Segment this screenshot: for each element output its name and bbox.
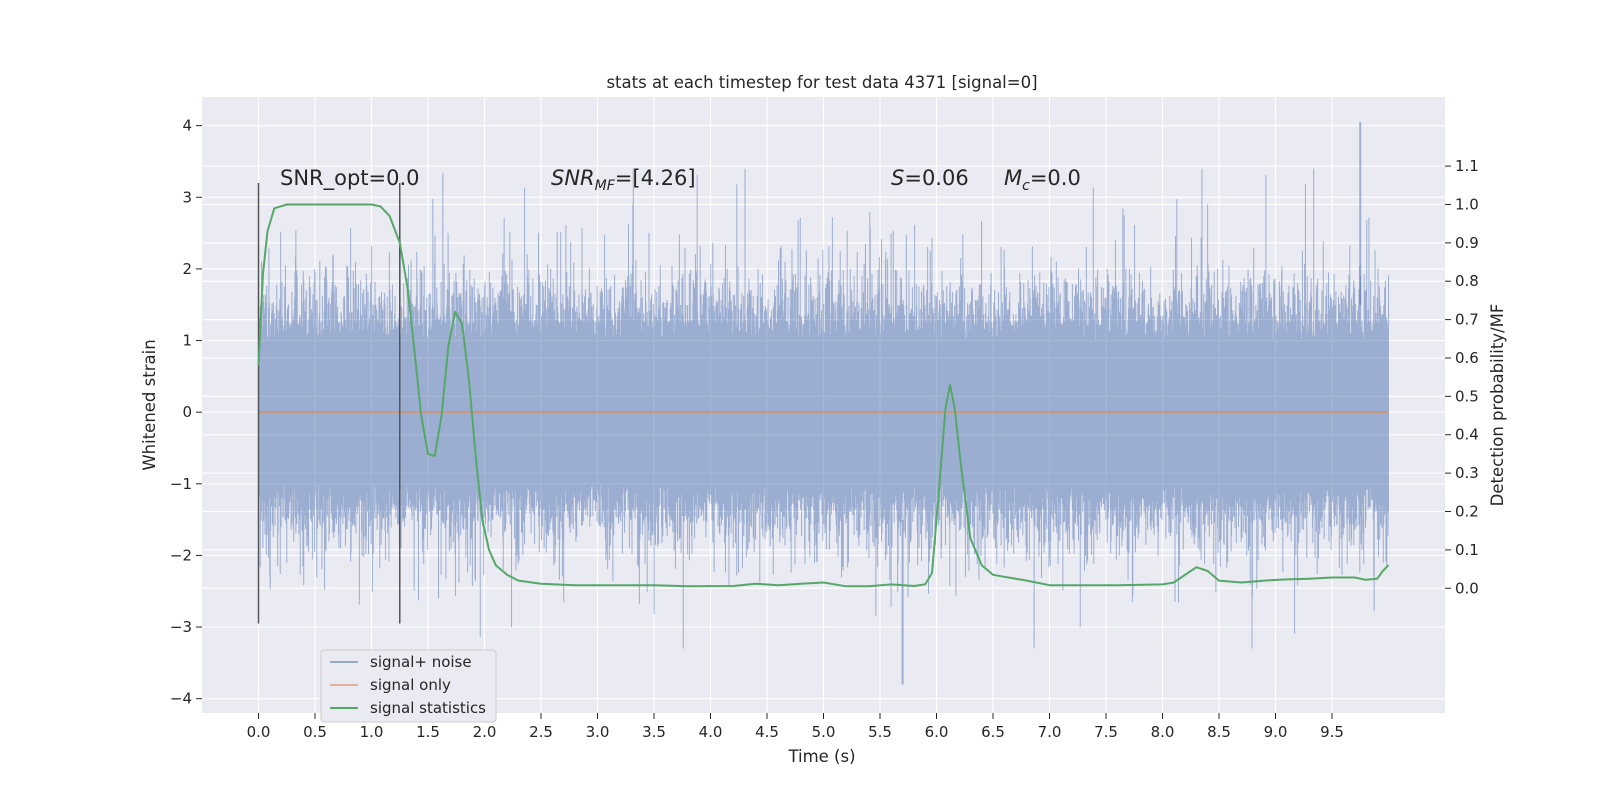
legend-label-signal-noise: signal+ noise <box>370 653 472 671</box>
x-axis-ticks: 0.0 0.5 1.0 1.5 2.0 2.5 3.0 3.5 4.0 4.5 5.0 5.5 6.0 6… <box>247 713 1344 741</box>
x-tick-label: 1.5 <box>416 723 440 741</box>
y-right-tick-label: 0.0 <box>1455 579 1479 597</box>
x-tick-label: 4.5 <box>755 723 779 741</box>
y-axis-left-label: Whitened strain <box>140 339 159 470</box>
x-tick-label: 9.0 <box>1264 723 1288 741</box>
y-left-tick-label: 2 <box>182 260 192 278</box>
x-tick-label: 3.5 <box>642 723 666 741</box>
x-tick-label: 2.5 <box>529 723 553 741</box>
y-right-tick-label: 0.7 <box>1455 311 1479 329</box>
y-right-tick-label: 1.1 <box>1455 157 1479 175</box>
annotation-mc: Mc=0.0 <box>1004 166 1081 194</box>
y-right-tick-label: 0.5 <box>1455 387 1479 405</box>
x-tick-label: 8.5 <box>1207 723 1231 741</box>
y-right-tick-label: 0.3 <box>1455 464 1479 482</box>
x-tick-label: 3.0 <box>586 723 610 741</box>
legend-label-signal-statistics: signal statistics <box>370 699 486 717</box>
x-tick-label: 5.0 <box>812 723 836 741</box>
y-left-tick-label: −4 <box>170 690 192 708</box>
x-tick-label: 2.0 <box>473 723 497 741</box>
signal-statistics-line <box>257 203 1390 588</box>
y-left-tick-label: 3 <box>182 188 192 206</box>
y-left-tick-label: 1 <box>182 332 192 350</box>
annotation-snr-mf: SNRMF=[4.26] <box>551 166 696 194</box>
chart-title: stats at each timestep for test data 437… <box>606 73 1037 92</box>
legend-label-signal-only: signal only <box>370 676 451 694</box>
x-tick-label: 1.0 <box>360 723 384 741</box>
y-right-tick-label: 0.9 <box>1455 234 1479 252</box>
x-tick-label: 4.0 <box>699 723 723 741</box>
x-tick-label: 7.5 <box>1094 723 1118 741</box>
x-axis-label: Time (s) <box>787 747 855 766</box>
y-left-tick-label: −2 <box>170 546 192 564</box>
y-right-tick-label: 0.8 <box>1455 272 1479 290</box>
window-markers <box>257 182 401 624</box>
y-right-tick-label: 0.6 <box>1455 349 1479 367</box>
legend: signal+ noise signal only signal statist… <box>320 649 497 723</box>
y-axis-right-ticks: 1.1 1.0 0.9 0.8 0.7 0.6 0.5 0.4 0.3 0.2 0.1 0.0 <box>1445 157 1479 597</box>
signal-statistics-series <box>257 203 1390 588</box>
y-right-tick-label: 1.0 <box>1455 195 1479 213</box>
y-left-tick-label: −1 <box>170 475 192 493</box>
y-right-tick-label: 0.2 <box>1455 503 1479 521</box>
x-tick-label: 6.5 <box>981 723 1005 741</box>
annotation-snr-opt: SNR_opt=0.0 <box>280 166 420 191</box>
y-left-tick-label: 0 <box>182 403 192 421</box>
y-axis-left-ticks: 4 3 2 1 0 −1 −2 −3 −4 <box>170 117 202 708</box>
x-tick-label: 6.0 <box>925 723 949 741</box>
x-tick-label: 5.5 <box>868 723 892 741</box>
y-left-tick-label: −3 <box>170 618 192 636</box>
x-tick-label: 0.5 <box>303 723 327 741</box>
x-tick-label: 8.0 <box>1151 723 1175 741</box>
y-axis-right-label: Detection probability/MF <box>1488 304 1507 507</box>
y-right-tick-label: 0.1 <box>1455 541 1479 559</box>
annotation-s: S=0.06 <box>891 166 969 190</box>
x-tick-label: 9.5 <box>1320 723 1344 741</box>
y-left-tick-label: 4 <box>182 117 192 135</box>
legend-box <box>320 649 497 723</box>
x-tick-label: 7.0 <box>1038 723 1062 741</box>
x-tick-label: 0.0 <box>247 723 271 741</box>
y-right-tick-label: 0.4 <box>1455 426 1479 444</box>
